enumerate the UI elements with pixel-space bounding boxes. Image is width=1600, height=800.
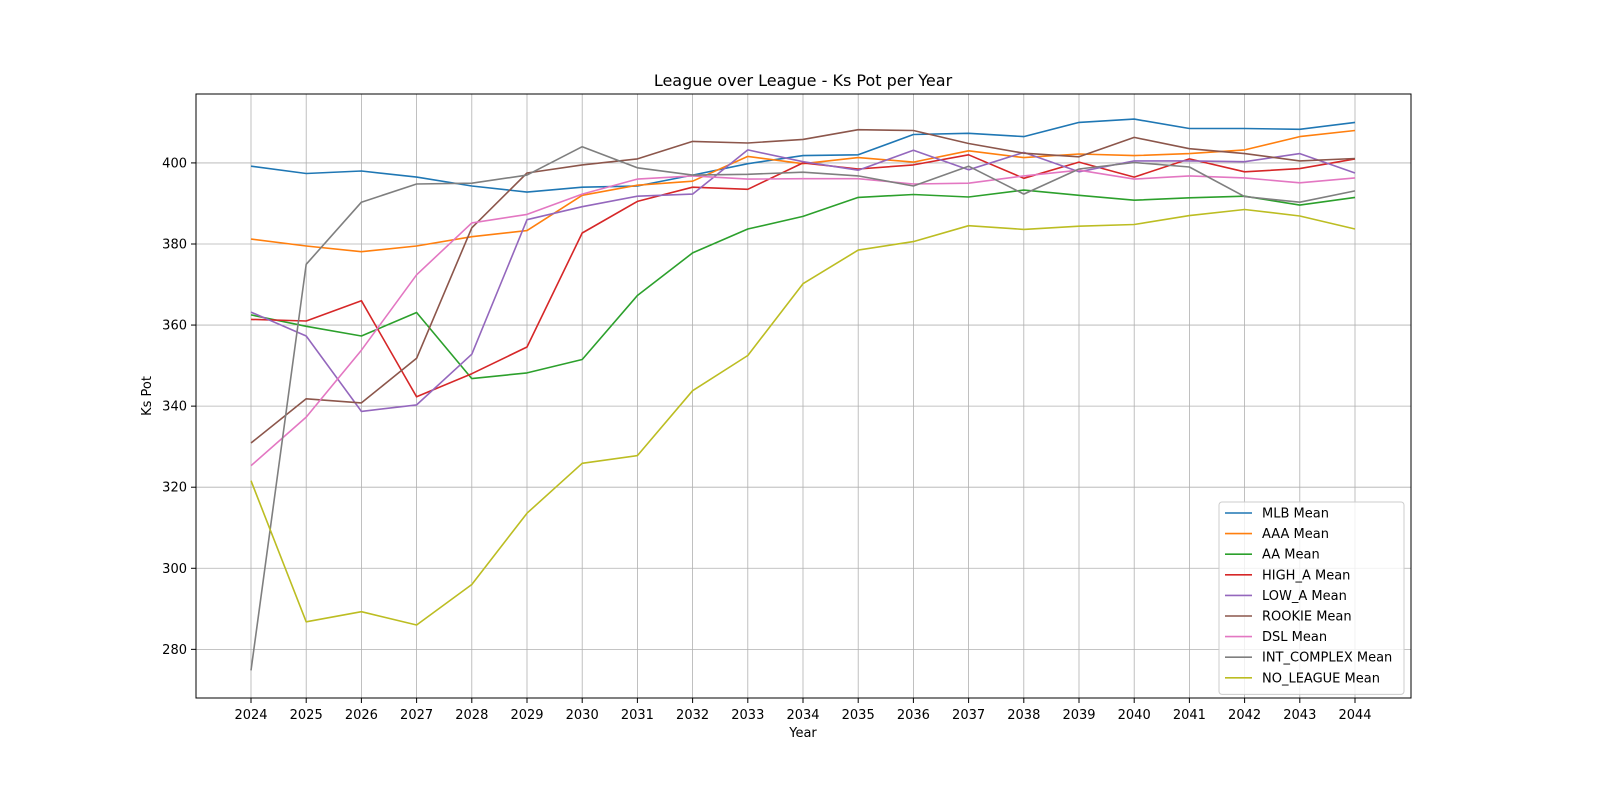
x-axis-label: Year	[788, 726, 817, 741]
y-tick-label: 380	[162, 237, 187, 252]
x-tick-label: 2042	[1228, 708, 1261, 723]
y-tick-label: 280	[162, 643, 187, 658]
legend-label: NO_LEAGUE Mean	[1262, 671, 1380, 686]
series-line-6	[250, 169, 1356, 467]
x-tick-label: 2032	[676, 708, 709, 723]
series-line-7	[250, 145, 1356, 671]
y-tick-label: 320	[162, 481, 187, 496]
series-line-4	[250, 149, 1356, 413]
x-tick-label: 2027	[400, 708, 433, 723]
x-tick-label: 2033	[731, 708, 764, 723]
legend-box	[1218, 501, 1405, 695]
chart-title: League over League - Ks Pot per Year	[654, 71, 953, 90]
y-tick-label: 360	[162, 319, 187, 334]
y-axis-label: Ks Pot	[140, 376, 155, 416]
x-tick-label: 2044	[1338, 708, 1371, 723]
legend-label: HIGH_A Mean	[1262, 568, 1350, 583]
y-tick-label: 400	[162, 156, 187, 171]
x-tick-label: 2037	[952, 708, 985, 723]
x-tick-label: 2031	[621, 708, 654, 723]
legend-label: INT_COMPLEX Mean	[1262, 651, 1392, 666]
series-lines	[250, 118, 1356, 671]
x-tick-label: 2039	[1062, 708, 1095, 723]
x-axis-ticks: 2024 2025 2026 2027 2028 2029 2030 2031 2032 2033…	[234, 698, 1372, 723]
x-tick-label: 2038	[1007, 708, 1040, 723]
x-tick-label: 2035	[842, 708, 875, 723]
legend: MLB Mean AAA Mean AA Mean HIGH_A Mean LOW_A …	[1218, 501, 1405, 695]
x-tick-label: 2036	[897, 708, 930, 723]
x-tick-label: 2040	[1118, 708, 1151, 723]
x-tick-label: 2025	[290, 708, 323, 723]
series-line-2	[250, 189, 1356, 380]
series-line-5	[250, 128, 1356, 444]
x-tick-label: 2034	[786, 708, 819, 723]
series-line-0	[250, 118, 1356, 193]
x-tick-label: 2028	[455, 708, 488, 723]
x-tick-label: 2026	[345, 708, 378, 723]
x-tick-label: 2029	[510, 708, 543, 723]
x-tick-label: 2041	[1173, 708, 1206, 723]
x-tick-label: 2030	[566, 708, 599, 723]
legend-label: AA Mean	[1262, 548, 1320, 563]
series-line-8	[250, 208, 1356, 626]
x-tick-label: 2043	[1283, 708, 1316, 723]
legend-label: ROOKIE Mean	[1262, 610, 1352, 625]
y-axis-ticks: 280 300 320 340 360 380 400	[162, 156, 196, 658]
y-tick-label: 300	[162, 562, 187, 577]
y-tick-label: 340	[162, 400, 187, 415]
legend-label: LOW_A Mean	[1262, 589, 1347, 604]
legend-label: AAA Mean	[1262, 527, 1329, 542]
grid-lines	[196, 94, 1411, 698]
legend-label: MLB Mean	[1262, 507, 1329, 522]
legend-label: DSL Mean	[1262, 630, 1327, 645]
x-tick-label: 2024	[234, 708, 267, 723]
